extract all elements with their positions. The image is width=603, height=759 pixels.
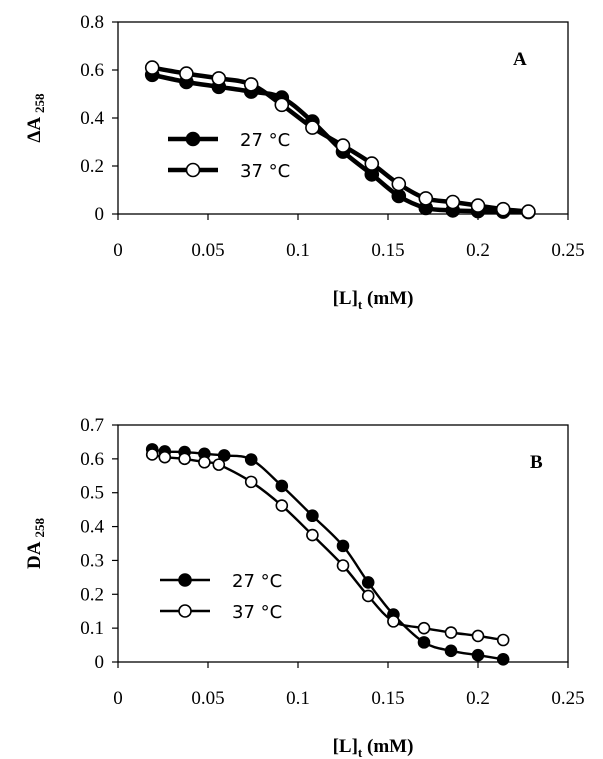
data-point <box>391 176 407 192</box>
data-point <box>496 633 510 647</box>
x-tick-label: 0.05 <box>191 240 224 261</box>
data-point <box>417 636 431 649</box>
x-tick-label: 0.1 <box>286 688 310 709</box>
y-tick-label: 0.6 <box>80 449 104 470</box>
data-point <box>445 194 461 210</box>
data-point <box>336 539 350 553</box>
x-tick-label: 0.25 <box>551 688 584 709</box>
data-point <box>335 138 351 153</box>
data-point <box>444 626 458 639</box>
y-axis-label: DA258 <box>24 518 47 569</box>
x-tick-label: 0.05 <box>191 688 224 709</box>
series-37c <box>144 60 536 219</box>
data-point <box>470 198 486 213</box>
plot-frame <box>117 21 569 215</box>
data-point <box>243 77 259 92</box>
data-point <box>336 559 350 572</box>
data-point <box>387 615 400 628</box>
data-point <box>471 629 485 643</box>
data-point <box>217 449 231 462</box>
panel-label: A <box>513 49 527 70</box>
data-point <box>178 452 191 466</box>
data-point <box>305 120 320 135</box>
data-point <box>144 60 160 75</box>
panel-b: 0 0.05 0.1 0.15 0.2 0.25 0 0.1 0.2 0.3 0.4 0.5 0.6 0.… <box>24 415 585 759</box>
data-point <box>158 450 172 464</box>
data-point <box>306 528 319 542</box>
y-tick-label: 0.3 <box>80 550 104 571</box>
legend-entry-27c: 27 °C <box>168 130 290 151</box>
data-point <box>418 191 434 206</box>
x-tick-label: 0.2 <box>466 240 490 261</box>
x-tick-label: 0 <box>113 688 123 709</box>
data-point <box>275 479 289 493</box>
legend-entry-37c: 37 °C <box>168 161 290 182</box>
y-tick-label: 0.8 <box>80 12 104 33</box>
legend-marker <box>185 131 201 147</box>
data-point <box>179 66 194 81</box>
panel-label: B <box>530 452 543 473</box>
data-point <box>244 475 258 489</box>
legend-label: 27 °C <box>232 571 282 592</box>
x-axis-label: [L]t (mM) <box>333 288 414 312</box>
y-tick-label: 0.4 <box>80 108 104 129</box>
data-point <box>361 576 375 589</box>
y-tick-label: 0.5 <box>80 483 104 504</box>
data-point <box>495 201 511 217</box>
legend-marker <box>185 162 201 178</box>
y-tick-label: 0 <box>95 204 105 225</box>
legend-entry-27c: 27 °C <box>160 571 282 592</box>
y-tick-label: 0.2 <box>80 156 104 177</box>
data-point <box>274 97 290 113</box>
data-point <box>521 204 536 219</box>
legend-entry-37c: 37 °C <box>160 602 282 623</box>
y-tick-label: 0.1 <box>80 618 104 639</box>
x-tick-label: 0.25 <box>551 240 584 261</box>
data-point <box>361 589 375 603</box>
data-point <box>364 156 380 171</box>
x-tick-label: 0 <box>113 240 123 261</box>
panel-a: 0 0.05 0.1 0.15 0.2 0.25 0 0.2 0.4 0.6 0.8 [L]t (mM… <box>24 12 585 312</box>
x-tick-label: 0.2 <box>466 688 490 709</box>
y-tick-label: 0.2 <box>80 584 104 605</box>
y-tick-label: 0 <box>95 652 105 673</box>
legend-label: 37 °C <box>232 602 282 623</box>
x-axis-label: [L]t (mM) <box>333 736 414 759</box>
data-point <box>444 644 458 658</box>
y-axis-label: ΔA258 <box>24 93 47 143</box>
y-tick-label: 0.6 <box>80 60 104 81</box>
data-point <box>211 71 227 86</box>
data-point <box>496 652 510 666</box>
legend-marker <box>178 604 192 618</box>
plot-frame <box>117 424 569 663</box>
data-point <box>145 448 159 461</box>
data-point <box>391 188 407 204</box>
x-tick-label: 0.15 <box>371 240 404 261</box>
data-point <box>198 455 211 469</box>
series-37c <box>145 448 510 647</box>
data-point <box>244 453 258 466</box>
data-point <box>471 648 485 662</box>
data-point <box>275 499 289 512</box>
y-tick-label: 0.7 <box>80 415 104 436</box>
data-point <box>212 458 226 471</box>
legend-label: 37 °C <box>240 161 290 182</box>
data-point <box>306 509 319 523</box>
x-tick-label: 0.15 <box>371 688 404 709</box>
data-point <box>417 621 431 635</box>
legend-marker <box>178 573 192 587</box>
x-tick-label: 0.1 <box>286 240 310 261</box>
legend-label: 27 °C <box>240 130 290 151</box>
y-tick-label: 0.4 <box>80 517 104 538</box>
